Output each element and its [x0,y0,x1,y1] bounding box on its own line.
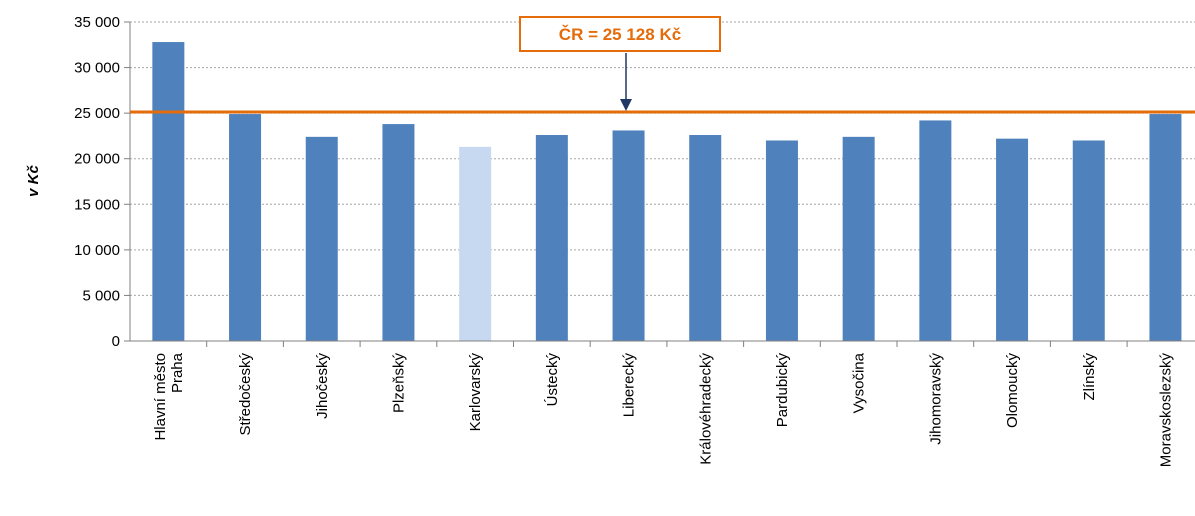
annotation-box [519,16,721,52]
bar [919,120,952,341]
bar [996,138,1029,341]
x-tick-label: Liberecký [621,353,638,418]
x-tick-label-line: Pardubický [774,353,791,428]
x-tick-label-line: Hlavní město [152,353,169,441]
bar [152,42,185,342]
x-tick-label: Hlavní město Praha [152,352,186,440]
x-tick-label: Královéhradecký [697,353,714,465]
x-tick-label-line: Moravskoslezský [1157,353,1174,468]
y-tick-label: 35 000 [74,14,120,31]
annotation-text: ČR = 25 128 Kč [559,25,681,44]
bar [689,135,722,341]
y-tick-label: 20 000 [74,151,120,168]
x-tick-label-line: Zlínský [1081,353,1098,401]
bar [535,135,568,341]
bar [382,124,415,341]
x-tick-label: Moravskoslezský [1157,353,1174,468]
y-tick-label: 0 [112,333,120,350]
bar [842,136,875,341]
x-tick-label: Olomoucký [1004,353,1021,429]
x-tick-label: Jihočeský [314,353,331,419]
y-tick-label: 5 000 [82,287,120,304]
bar [305,136,338,341]
x-tick-label-line: Jihočeský [314,353,331,419]
gridlines [130,21,1195,296]
y-tick-label: 30 000 [74,60,120,77]
x-tick-label-line: Olomoucký [1004,353,1021,429]
reference-annotation: ČR = 25 128 Kč [519,16,721,111]
y-axis-label: v Kč [25,165,42,197]
axes [124,21,1195,347]
bar [1149,114,1182,341]
bar [1072,140,1105,341]
x-tick-label: Plzeňský [390,353,407,414]
annotation-arrowhead [620,99,632,111]
x-tick-label: Středočeský [237,353,254,436]
x-tick-label-line: Jihomoravský [927,353,944,445]
y-tick-label: 25 000 [74,105,120,122]
bar [229,114,262,341]
x-tick-label-line: Karlovarský [467,353,484,432]
x-tick-label-line: Plzeňský [390,353,407,414]
bar [459,146,492,341]
bar [765,140,798,341]
x-tick-label: Zlínský [1081,353,1098,401]
y-tick-labels: 0 5 000 10 000 15 000 20 000 25 000 30 000 35 0… [74,14,120,350]
x-tick-label-line: Královéhradecký [697,353,714,465]
x-tick-label-line: Vysočina [851,352,868,413]
x-tick-label-line: Praha [169,352,186,393]
x-tick-label: Ústecký [544,353,561,407]
y-tick-label: 15 000 [74,196,120,213]
x-tick-label: Karlovarský [467,353,484,432]
x-tick-label-line: Ústecký [544,353,561,407]
x-tick-label-line: Středočeský [237,353,254,436]
x-tick-label-line: Liberecký [621,353,638,418]
x-tick-label: Vysočina [851,352,868,413]
bars [152,42,1182,342]
x-tick-labels: Hlavní město Praha Středočeský Jihočeský Plz… [152,352,1175,467]
bar [612,130,645,341]
y-tick-label: 10 000 [74,242,120,259]
x-tick-label: Jihomoravský [927,353,944,445]
x-tick-label: Pardubický [774,353,791,428]
